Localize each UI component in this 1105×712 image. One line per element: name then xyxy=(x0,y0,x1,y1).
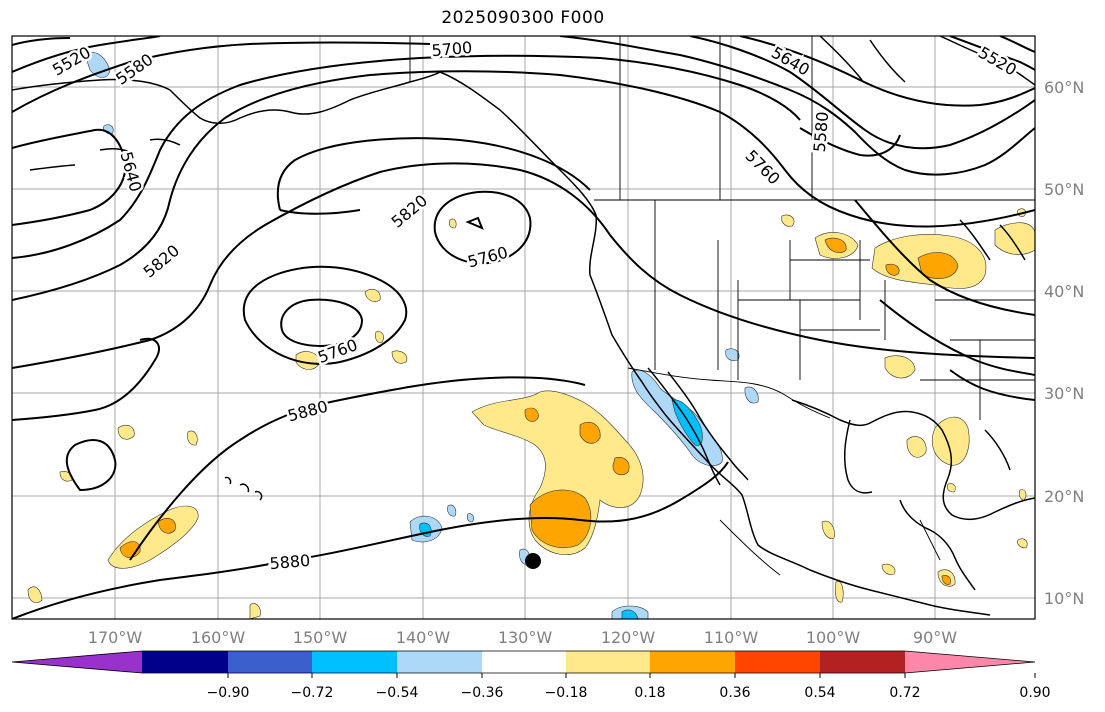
colorbar-tick-label: −0.18 xyxy=(545,685,588,701)
colorbar-band xyxy=(820,651,905,673)
longitude-label: 120°W xyxy=(601,628,656,647)
contour-label: 5880 xyxy=(269,551,311,573)
coastlines xyxy=(12,36,1035,616)
colorbar-band xyxy=(397,651,482,673)
colorbar-tick-label: −0.90 xyxy=(207,685,250,701)
latitude-label: 20°N xyxy=(1044,487,1084,506)
colorbar-band xyxy=(482,651,566,673)
colorbar-tick-label: 0.36 xyxy=(719,685,750,701)
longitude-label: 110°W xyxy=(704,628,759,647)
latitude-labels: 60°N 50°N 40°N 30°N 20°N 10°N xyxy=(1044,78,1084,608)
longitude-label: 140°W xyxy=(396,628,451,647)
longitude-labels: 170°W 160°W 150°W 140°W 130°W 120°W 110°W 100°W… xyxy=(88,628,957,647)
latitude-label: 10°N xyxy=(1044,589,1084,608)
contour-label: 5700 xyxy=(431,38,473,60)
latitude-label: 40°N xyxy=(1044,282,1084,301)
colorbar-band xyxy=(228,651,312,673)
map-frame xyxy=(11,35,1036,620)
contour-label: 5580 xyxy=(810,111,832,153)
longitude-label: 150°W xyxy=(293,628,348,647)
colorbar-outline xyxy=(11,650,1036,674)
longitude-label: 90°W xyxy=(913,628,957,647)
longitude-label: 130°W xyxy=(498,628,553,647)
longitude-label: 160°W xyxy=(191,628,246,647)
longitude-label: 170°W xyxy=(88,628,143,647)
colorbar: −0.90 −0.72 −0.54 −0.36 −0.18 0.18 0.36 0.54 0.7… xyxy=(11,650,1051,701)
latitude-label: 50°N xyxy=(1044,180,1084,199)
colorbar-extend-high xyxy=(905,651,1035,673)
colorbar-band xyxy=(142,651,228,673)
colorbar-band xyxy=(312,651,397,673)
colorbar-tick-label: 0.54 xyxy=(804,685,835,701)
plot-title: 2025090300 F000 xyxy=(441,8,605,28)
colorbar-tick-label: 0.18 xyxy=(634,685,665,701)
location-marker xyxy=(525,553,541,569)
colorbar-band xyxy=(650,651,735,673)
latitude-label: 60°N xyxy=(1044,78,1084,97)
colorbar-tick-label: −0.54 xyxy=(376,685,419,701)
colorbar-extend-low xyxy=(12,651,142,673)
colorbar-tick-label: 0.90 xyxy=(1019,685,1050,701)
colorbar-band xyxy=(735,651,820,673)
height-contours xyxy=(12,36,1035,619)
colorbar-tick-label: −0.72 xyxy=(291,685,334,701)
latitude-label: 30°N xyxy=(1044,384,1084,403)
longitude-label: 100°W xyxy=(806,628,861,647)
graticule xyxy=(12,36,1035,619)
colorbar-tick-label: −0.36 xyxy=(461,685,504,701)
colorbar-tick-label: 0.72 xyxy=(889,685,920,701)
colorbar-band xyxy=(566,651,650,673)
